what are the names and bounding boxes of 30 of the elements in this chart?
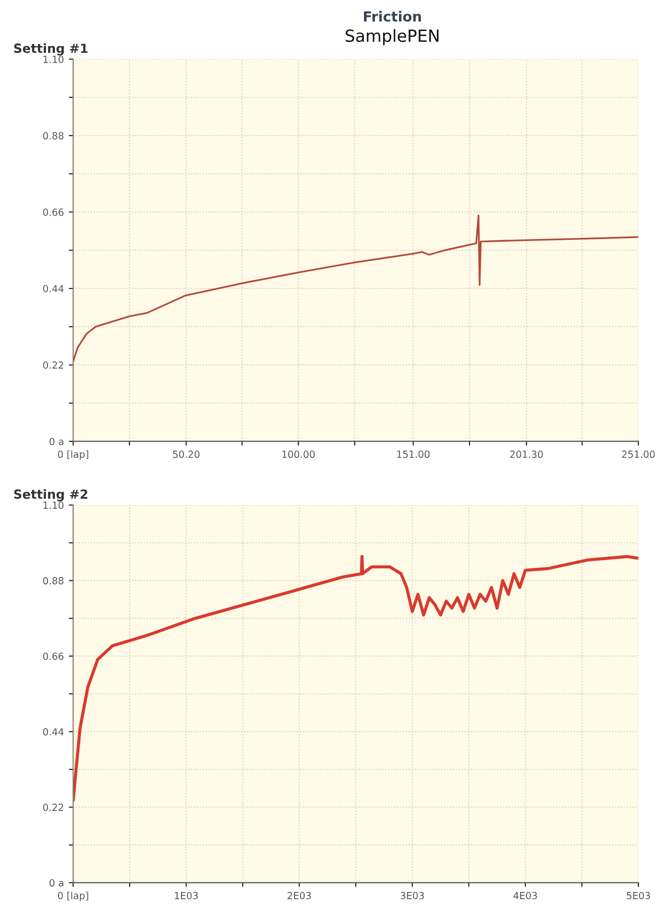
y-tick-label: 0.22 [43, 361, 64, 369]
x-tick-label: 151.00 [397, 450, 430, 458]
x-tick-label: 4E03 [513, 892, 537, 900]
x-tick-label: 251.00 [622, 450, 655, 458]
y-tick-label: 1.10 [44, 56, 64, 63]
y-tick-label: 0.44 [43, 728, 64, 736]
text: Setting #1 [14, 43, 88, 56]
y-tick-label: 0.44 [43, 284, 64, 292]
x-tick-label: 5E03 [626, 892, 650, 900]
y-tick-label: 0.66 [43, 652, 64, 660]
y-tick-label: 1.10 [44, 502, 64, 509]
x-tick-label: 50.20 [173, 450, 200, 458]
x-tick-label: 0 [lap] [58, 892, 88, 902]
chart-title: Friction [364, 10, 421, 22]
x-tick-label: 100.00 [282, 450, 315, 458]
y-tick-label: 0.88 [43, 577, 64, 584]
y-tick-label: 0 a [50, 879, 64, 887]
x-tick-label: 201.30 [510, 450, 543, 458]
chart-title: Setting #2 [14, 489, 88, 502]
x-tick-label: 3E03 [400, 892, 424, 900]
line-series [73, 214, 638, 362]
y-tick-label: 0.22 [43, 804, 64, 811]
x-tick-label: 2E03 [288, 892, 311, 900]
y-tick-label: 0.88 [43, 132, 64, 140]
chart-subtitle: SamplePEN [346, 29, 438, 46]
x-tick-label: 0 [lap] [58, 450, 88, 460]
line-series [73, 555, 638, 802]
x-tick-label: 1E03 [174, 892, 198, 900]
y-tick-label: 0.66 [43, 208, 64, 216]
y-tick-label: 0 a [50, 438, 64, 446]
